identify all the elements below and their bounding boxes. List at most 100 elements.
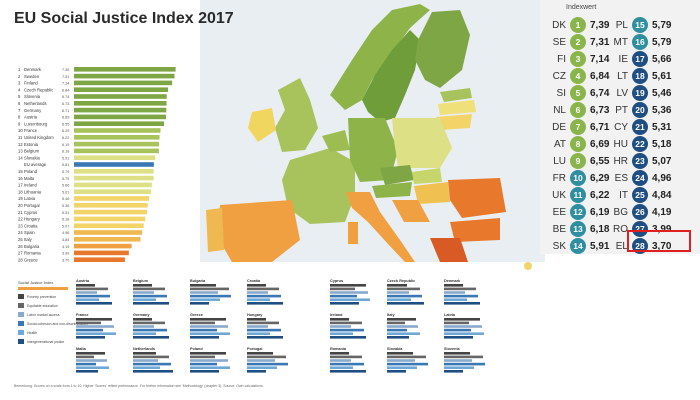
mini-bar [444, 366, 474, 369]
bar-category-label: Lithuania [24, 189, 42, 194]
mini-bar [190, 332, 230, 335]
bar-rank-label: 27 [18, 251, 23, 256]
rank-badge: 11 [570, 187, 586, 203]
bar-rank-label: 20 [18, 203, 23, 208]
map-sardinia [348, 222, 358, 244]
bar-category-label: Ireland [24, 183, 37, 188]
bar-value-label: 6.29 [62, 129, 69, 133]
ranking-row: FR 10 6,29 [544, 167, 609, 189]
bar-value-label: 3.99 [62, 252, 69, 256]
mini-bar [133, 298, 156, 301]
index-score: 6,69 [590, 138, 610, 150]
bar-value-label: 6.19 [62, 143, 69, 147]
map-cyprus [524, 262, 532, 270]
mini-chart: Slovenia [444, 347, 485, 373]
mini-bar [387, 284, 407, 287]
bar-rank-label: 5 [18, 94, 21, 99]
mini-bar [330, 287, 355, 291]
ranking-row: CY 21 5,31 [606, 116, 671, 138]
rank-badge: 6 [570, 102, 586, 118]
mini-bar [133, 332, 156, 335]
mini-chart-title: Cyprus [330, 279, 343, 283]
bar-rank-label: 11 [18, 135, 23, 140]
mini-bar [444, 359, 472, 362]
legend-swatch [18, 330, 24, 335]
bar-category-label: Estonia [24, 142, 39, 147]
map-france [282, 148, 355, 224]
ranking-row: UK 11 6,22 [544, 184, 609, 206]
map-latvia [438, 100, 476, 115]
legend-swatch [18, 303, 24, 308]
bar-rank-label: 12 [18, 142, 23, 147]
dimension-minicharts: Social Justice Index Poverty prevention Eq… [18, 279, 485, 373]
legend-swatch [18, 312, 24, 317]
bar-value-label: 7.39 [62, 68, 69, 72]
rank-badge: 9 [570, 153, 586, 169]
mini-bar [247, 366, 277, 369]
bar [74, 216, 146, 222]
mini-bar [247, 294, 281, 298]
mini-bar [76, 332, 116, 335]
bar-value-label: 5.81 [62, 163, 69, 167]
mini-chart-title: Slovenia [444, 347, 461, 351]
rank-badge: 27 [632, 221, 648, 237]
mini-bar [76, 328, 103, 332]
mini-chart-title: Poland [190, 347, 203, 351]
country-code: RO [613, 223, 628, 235]
mini-bar [387, 318, 416, 321]
country-code: IE [618, 53, 628, 65]
mini-bar [387, 370, 406, 373]
country-code: CZ [552, 70, 566, 82]
mini-bar [247, 318, 266, 321]
bar-category-label: Slovenia [24, 94, 41, 99]
mini-bar [247, 291, 268, 294]
bar-category-label: Austria [24, 115, 38, 120]
map-greece [430, 238, 468, 262]
bar-rank-label: 22 [18, 217, 23, 222]
mini-chart: Poland [190, 347, 230, 373]
ranking-row: LV 19 5,46 [606, 82, 671, 104]
country-code: LV [616, 87, 629, 99]
ranking-row: PT 20 5,36 [606, 99, 671, 121]
ranking-row: CZ 4 6,84 [544, 65, 609, 87]
mini-bar [247, 362, 288, 366]
mini-bar [76, 284, 95, 287]
mini-bar [133, 321, 165, 325]
map-spain [218, 200, 300, 262]
mini-chart-title: Italy [387, 313, 395, 317]
mini-bar [387, 336, 409, 339]
mini-bar [330, 294, 357, 298]
mini-chart: Bulgaria [190, 279, 231, 305]
bar-category-label: Belgium [24, 149, 40, 154]
index-score: 3,99 [652, 223, 672, 235]
bar-category-label: Spain [24, 230, 35, 235]
mini-chart: Malta [76, 347, 109, 373]
mini-chart-title: Portugal [247, 347, 262, 351]
bar [74, 114, 166, 120]
ranking-row: AT 8 6,69 [544, 133, 609, 155]
mini-bar [330, 318, 349, 321]
country-code: SE [552, 36, 566, 48]
map-czech [380, 165, 414, 185]
map-lithuania [436, 114, 472, 130]
mini-chart-title: Germany [133, 313, 150, 317]
mini-bar [190, 359, 228, 362]
mini-chart: Austria [76, 279, 112, 305]
country-code: HU [613, 138, 628, 150]
mini-chart: Netherlands [133, 347, 173, 373]
mini-bar [330, 291, 368, 294]
rank-badge: 24 [632, 170, 648, 186]
bar-category-label: Germany [24, 108, 42, 113]
mini-chart: Czech Republic [387, 279, 424, 305]
country-code: EL [615, 240, 628, 252]
mini-bar [247, 370, 266, 373]
ranking-row: PL 15 5,79 [606, 14, 671, 36]
bar [74, 101, 167, 106]
ranking-row: HR 23 5,07 [606, 150, 671, 172]
mini-chart-title: Bulgaria [190, 279, 206, 283]
mini-chart-title: Greece [190, 313, 203, 317]
mini-bar [76, 359, 107, 362]
bar [74, 162, 154, 167]
bar-category-label: Croatia [24, 223, 38, 228]
mini-bar [330, 336, 366, 339]
